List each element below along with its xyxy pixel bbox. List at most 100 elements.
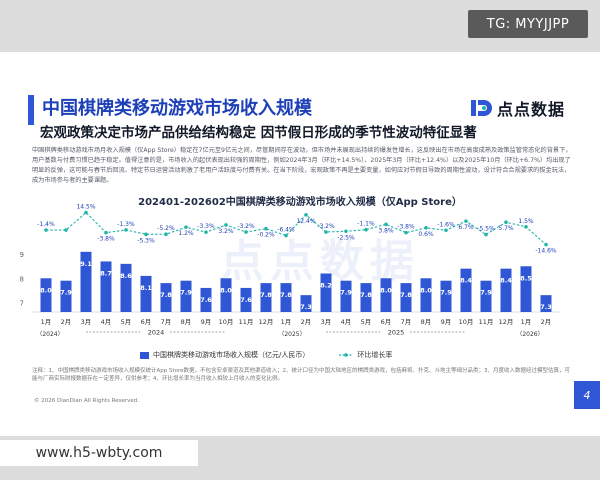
growth-label: -14.6% [535,248,557,255]
growth-label: -6.4% [277,227,295,234]
bar-value-label: 8.1 [140,284,152,292]
x-tick-label: 9月 [201,318,212,326]
bar [120,263,132,312]
growth-point [504,220,508,225]
x-tick-label: 4月 [341,318,352,326]
y-tick-label: 9 [20,251,24,259]
growth-point [184,225,188,229]
bar [320,273,332,312]
bar-value-label: 8.0 [220,286,232,294]
growth-label: 1.5% [518,218,534,225]
bar [100,261,112,312]
growth-point [104,230,108,235]
page-subtitle: 宏观政策决定市场产品供给结构稳定 因节假日形成的季节性波动特征显著 [40,125,477,141]
x-tick-label: 6月 [141,318,152,326]
bar [180,280,192,312]
x-tick-label: 3月 [321,318,332,326]
bar-value-label: 7.8 [260,291,272,299]
bar [460,268,472,312]
bar-value-label: 8.5 [520,274,532,282]
bar [160,283,172,312]
growth-label: -5.3% [137,237,155,244]
growth-label: -3.2% [237,223,255,230]
brand-logo: 点点数据 [470,96,565,120]
year-divider-label: 2024 [148,329,165,337]
growth-point [404,230,408,235]
x-tick-label: 10月 [459,318,474,326]
growth-point [484,232,488,237]
x-tick-label: 5月 [121,318,132,326]
bar [540,295,552,312]
bar [500,268,512,312]
x-tick-label: 1月 [521,318,532,326]
x-tick-label: 12月 [499,318,514,326]
bar-value-label: 7.9 [480,289,492,297]
chart-title: 202401-202602中国棋牌类移动游戏市场收入规模（仅App Store） [138,197,462,208]
logo-mark-icon [471,100,492,116]
legend-item-revenue: 中国棋牌类移动游戏市场收入规模（亿元/人民币） [140,350,309,360]
growth-label: 0.6% [418,231,434,238]
bar-value-label: 7.9 [180,289,192,297]
bar-value-label: 7.8 [280,291,292,299]
bar-value-label: 8.0 [40,286,52,294]
bar-value-label: 8.4 [500,277,512,285]
bar [400,283,412,312]
growth-label: 3.8% [378,227,394,234]
growth-point [264,226,268,231]
legend-line-swatch [339,353,354,357]
x-tick-label: 11月 [239,318,254,326]
growth-point [64,228,68,232]
tg-watermark-badge: TG: MYYJJPP [468,10,588,38]
bar-value-label: 7.9 [60,289,72,297]
bar-value-label: 8.0 [420,286,432,294]
growth-point [524,225,528,229]
bar-value-label: 8.7 [100,269,112,277]
x-tick-label: 10月 [219,318,234,326]
x-tick-label: 7月 [401,318,412,326]
growth-point [244,230,248,234]
year-divider-label: 2025 [388,329,405,337]
bar [140,275,152,312]
x-tick-label: 4月 [101,318,112,326]
legend-bar-swatch [140,351,149,359]
growth-label: -2.5% [337,234,355,241]
page-title: 中国棋牌类移动游戏市场收入规模 [42,98,312,119]
title-accent-bar [28,95,34,125]
bar [260,283,272,312]
bar-value-label: 7.8 [400,291,412,299]
growth-point [364,227,368,232]
legend-label-growth: 环比增长率 [357,351,393,359]
bar-value-label: 7.6 [200,296,212,304]
year-label: （2025） [278,331,305,338]
growth-label: -5.2% [157,225,175,232]
bar [360,283,372,312]
bar-value-label: 7.6 [240,296,252,304]
growth-point [324,230,328,234]
bar [80,251,92,312]
year-label: （2024） [36,331,63,338]
growth-label: -0.2% [257,232,275,239]
x-tick-label: 7月 [161,318,172,326]
growth-point [344,229,348,234]
description-paragraph: 中国棋牌类移动游戏市场月收入规模（仅App Store）稳定在7亿元至9亿元之间… [32,147,572,184]
bar [520,266,532,312]
growth-line [46,211,547,245]
growth-label: 6.7% [458,224,474,231]
y-tick-label: 8 [20,275,24,283]
bar-value-label: 9.1 [80,260,92,268]
growth-label: -5.5% [477,226,495,233]
x-tick-label: 8月 [181,318,192,326]
bar [280,283,292,312]
bar-value-label: 8.2 [320,281,332,289]
growth-point [44,228,48,232]
bar-value-label: 7.3 [300,303,312,311]
x-tick-label: 2月 [61,318,72,326]
growth-label: -3.3% [197,223,215,230]
growth-label: 12.4% [296,218,315,225]
x-tick-label: 1月 [281,318,292,326]
x-tick-label: 12月 [259,318,274,326]
growth-point [224,223,228,227]
logo-text: 点点数据 [497,100,566,119]
bar [440,280,452,312]
